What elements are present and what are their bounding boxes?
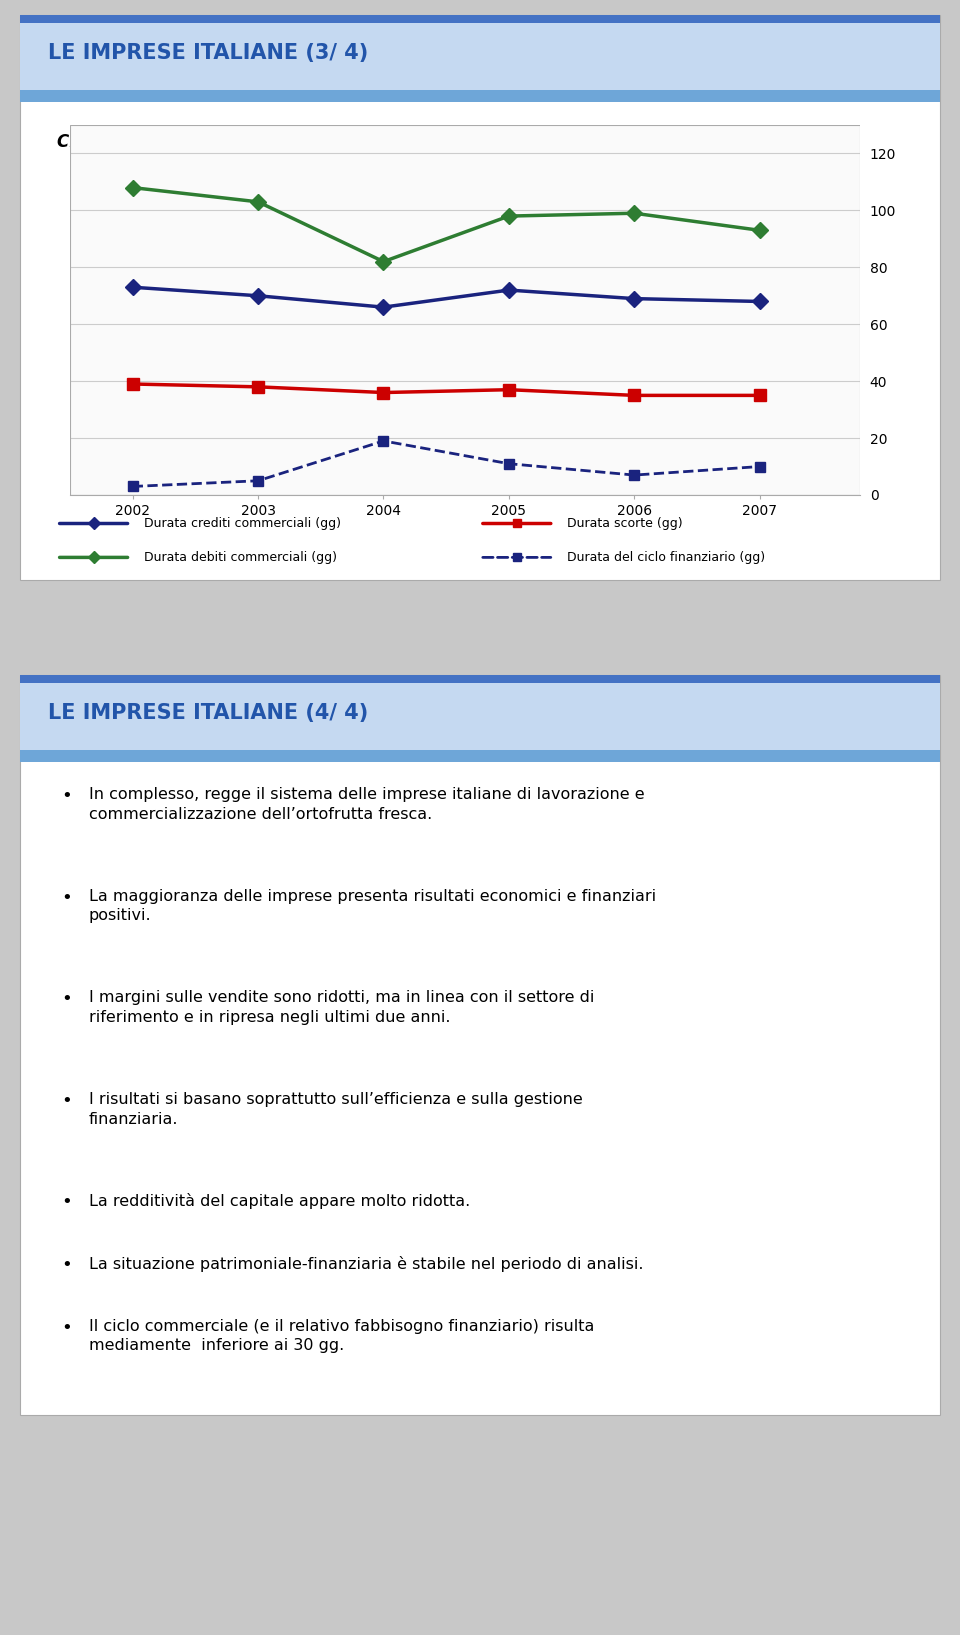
Text: Durata debiti commerciali (gg): Durata debiti commerciali (gg) xyxy=(144,551,337,564)
Bar xyxy=(20,90,940,101)
Text: I risultati si basano soprattutto sull’efficienza e sulla gestione
finanziaria.: I risultati si basano soprattutto sull’e… xyxy=(89,1092,583,1127)
Text: LE IMPRESE ITALIANE (4/ 4): LE IMPRESE ITALIANE (4/ 4) xyxy=(48,703,368,723)
Text: Durata crediti commerciali (gg): Durata crediti commerciali (gg) xyxy=(144,517,341,530)
Text: I margini sulle vendite sono ridotti, ma in linea con il settore di
riferimento : I margini sulle vendite sono ridotti, ma… xyxy=(89,991,594,1025)
Text: La situazione patrimoniale-finanziaria è stabile nel periodo di analisi.: La situazione patrimoniale-finanziaria è… xyxy=(89,1256,643,1272)
Text: •: • xyxy=(61,786,72,804)
Text: •: • xyxy=(61,1092,72,1110)
Bar xyxy=(20,675,940,683)
Text: •: • xyxy=(61,1194,72,1212)
Bar xyxy=(20,750,940,762)
Bar xyxy=(20,15,940,90)
Text: La maggioranza delle imprese presenta risultati economici e finanziari
positivi.: La maggioranza delle imprese presenta ri… xyxy=(89,888,656,924)
Text: La redditività del capitale appare molto ridotta.: La redditività del capitale appare molto… xyxy=(89,1194,470,1210)
Text: Durata del ciclo finanziario (gg): Durata del ciclo finanziario (gg) xyxy=(567,551,765,564)
Text: •: • xyxy=(61,1318,72,1336)
Bar xyxy=(20,15,940,23)
Text: •: • xyxy=(61,991,72,1009)
Text: •: • xyxy=(61,1256,72,1274)
Text: In complesso, regge il sistema delle imprese italiane di lavorazione e
commercia: In complesso, regge il sistema delle imp… xyxy=(89,786,644,822)
Text: Durata scorte (gg): Durata scorte (gg) xyxy=(567,517,683,530)
Text: Ciclo finanziario: Ciclo finanziario xyxy=(57,132,207,150)
Text: •: • xyxy=(61,888,72,907)
Text: LE IMPRESE ITALIANE (3/ 4): LE IMPRESE ITALIANE (3/ 4) xyxy=(48,43,368,62)
Text: Il ciclo commerciale (e il relativo fabbisogno finanziario) risulta
mediamente  : Il ciclo commerciale (e il relativo fabb… xyxy=(89,1318,594,1354)
Bar xyxy=(20,675,940,750)
Bar xyxy=(70,124,860,495)
